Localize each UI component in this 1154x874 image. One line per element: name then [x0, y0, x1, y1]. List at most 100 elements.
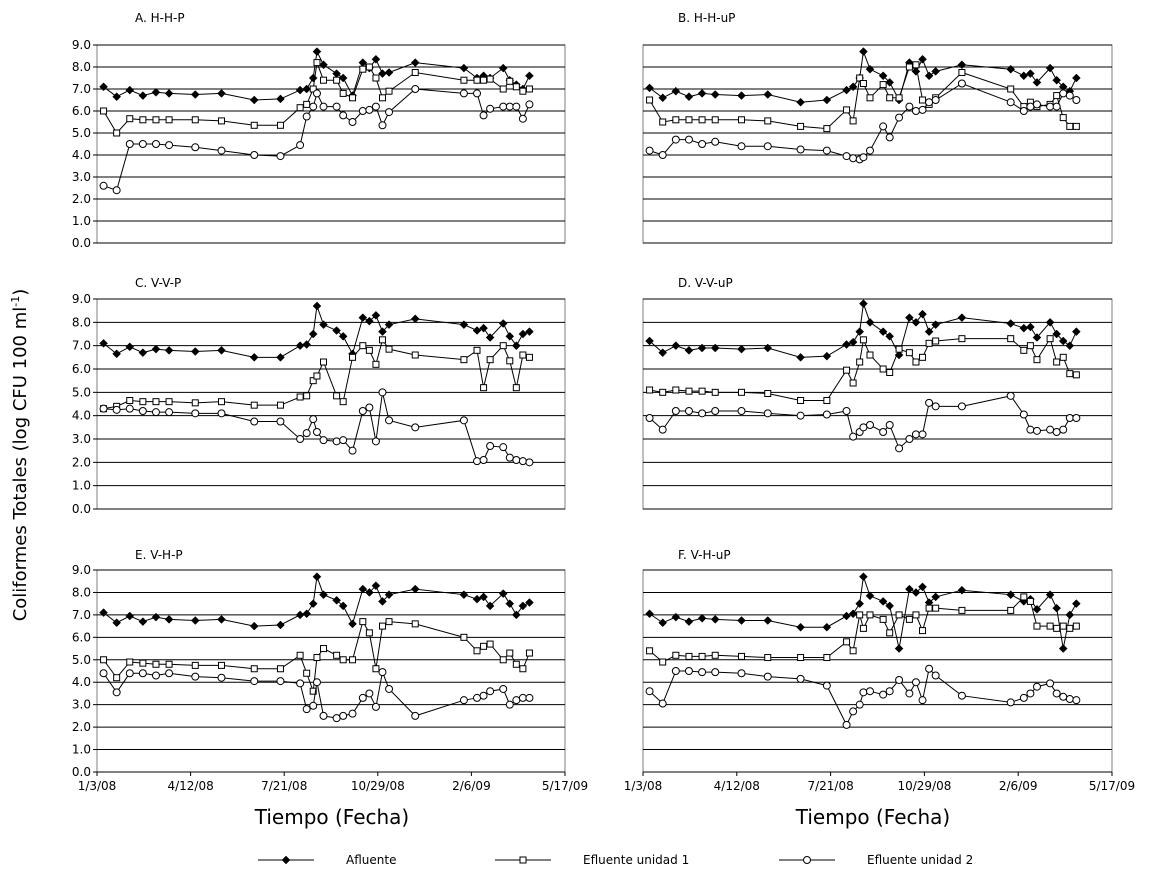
data-point-square — [849, 379, 857, 387]
data-point-diamond — [485, 601, 495, 611]
data-point-circle — [1065, 91, 1074, 100]
data-point-diamond — [671, 86, 681, 96]
data-point-diamond — [498, 319, 508, 328]
data-point-square — [320, 358, 328, 366]
data-point-circle — [925, 98, 934, 107]
data-point-circle — [99, 181, 108, 190]
data-point-circle — [371, 102, 380, 111]
data-point-circle — [151, 140, 160, 148]
x-axis-label-right: Tiempo (Fecha) — [795, 805, 950, 829]
data-point-circle — [296, 141, 305, 150]
x-tick-label: 10/29/08 — [897, 779, 951, 793]
data-point-square — [711, 388, 719, 396]
data-point-circle — [855, 700, 864, 709]
data-point-circle — [302, 112, 311, 121]
data-point-diamond — [885, 601, 895, 611]
data-point-diamond — [276, 620, 285, 630]
data-point-circle — [385, 684, 394, 693]
data-point-diamond — [848, 82, 858, 92]
data-point-circle — [658, 151, 667, 159]
data-point-square — [339, 89, 347, 97]
data-point-diamond — [710, 90, 720, 99]
data-point-diamond — [737, 91, 746, 100]
data-point-diamond — [931, 592, 941, 602]
data-point-diamond — [1072, 73, 1081, 83]
data-point-square — [932, 337, 940, 345]
data-point-diamond — [138, 348, 148, 358]
data-point-diamond — [112, 92, 122, 102]
y-tick-label: 0.0 — [72, 765, 91, 779]
data-point-diamond — [918, 54, 927, 64]
data-point-square — [113, 674, 121, 682]
data-point-circle — [645, 414, 654, 422]
data-point-circle — [925, 398, 934, 407]
panel-title: F. V-H-uP — [678, 548, 731, 562]
data-point-square — [925, 604, 933, 612]
data-point-diamond — [505, 331, 515, 341]
data-point-square — [519, 856, 527, 864]
data-point-square — [912, 61, 920, 69]
data-point-square — [685, 387, 693, 395]
data-point-diamond — [358, 313, 368, 323]
data-point-circle — [191, 143, 200, 152]
data-point-square — [359, 618, 367, 626]
data-point-square — [372, 360, 380, 368]
data-point-diamond — [905, 584, 914, 594]
data-point-square — [365, 346, 373, 354]
data-point-diamond — [518, 601, 528, 611]
data-point-circle — [925, 664, 934, 673]
data-point-square — [1059, 622, 1067, 630]
data-point-square — [698, 387, 706, 395]
legend-item: Afluente — [258, 853, 396, 867]
data-point-circle — [365, 105, 374, 114]
data-point-square — [823, 125, 831, 133]
data-point-circle — [112, 688, 121, 697]
legend-label: Efluente unidad 1 — [583, 853, 689, 867]
data-point-circle — [378, 668, 387, 677]
data-point-circle — [312, 428, 321, 436]
data-point-diamond — [1026, 69, 1035, 78]
data-point-circle — [1072, 96, 1081, 104]
data-point-circle — [309, 102, 318, 111]
data-point-diamond — [498, 63, 508, 73]
data-point-circle — [879, 690, 888, 699]
y-tick-label: 3.0 — [72, 170, 91, 184]
data-point-circle — [803, 856, 811, 864]
data-point-diamond — [302, 609, 312, 619]
data-point-diamond — [737, 616, 746, 625]
data-point-circle — [865, 421, 874, 429]
data-point-diamond — [371, 581, 381, 591]
data-point-diamond — [338, 73, 348, 83]
y-tick-label: 8.0 — [72, 60, 91, 74]
y-tick-label: 6.0 — [72, 104, 91, 118]
legend-item: Efluente unidad 2 — [779, 853, 973, 867]
y-tick-label: 2.0 — [72, 720, 91, 734]
data-point-square — [152, 116, 160, 124]
data-point-circle — [411, 423, 420, 432]
data-point-diamond — [1058, 644, 1068, 653]
data-point-circle — [895, 113, 904, 122]
data-point-circle — [319, 436, 328, 445]
data-point-square — [1059, 353, 1067, 361]
data-point-circle — [371, 437, 380, 446]
data-point-diamond — [525, 327, 534, 337]
data-point-diamond — [931, 67, 941, 76]
data-point-diamond — [697, 89, 707, 98]
panel-title: C. V-V-P — [135, 276, 181, 290]
data-point-circle — [296, 679, 305, 688]
data-point-circle — [339, 111, 348, 120]
data-point-diamond — [99, 608, 108, 617]
data-point-square — [385, 618, 393, 626]
y-tick-label: 4.0 — [72, 675, 91, 689]
data-point-diamond — [1045, 63, 1055, 73]
y-tick-label: 6.0 — [72, 630, 91, 644]
y-tick-label: 5.0 — [72, 653, 91, 667]
data-point-square — [486, 75, 494, 83]
data-point-square — [139, 116, 147, 124]
data-point-square — [859, 80, 867, 87]
data-point-square — [1007, 85, 1015, 93]
data-point-diamond — [1058, 336, 1068, 346]
data-point-diamond — [645, 83, 654, 93]
data-point-circle — [1032, 426, 1041, 435]
data-point-circle — [165, 669, 174, 678]
